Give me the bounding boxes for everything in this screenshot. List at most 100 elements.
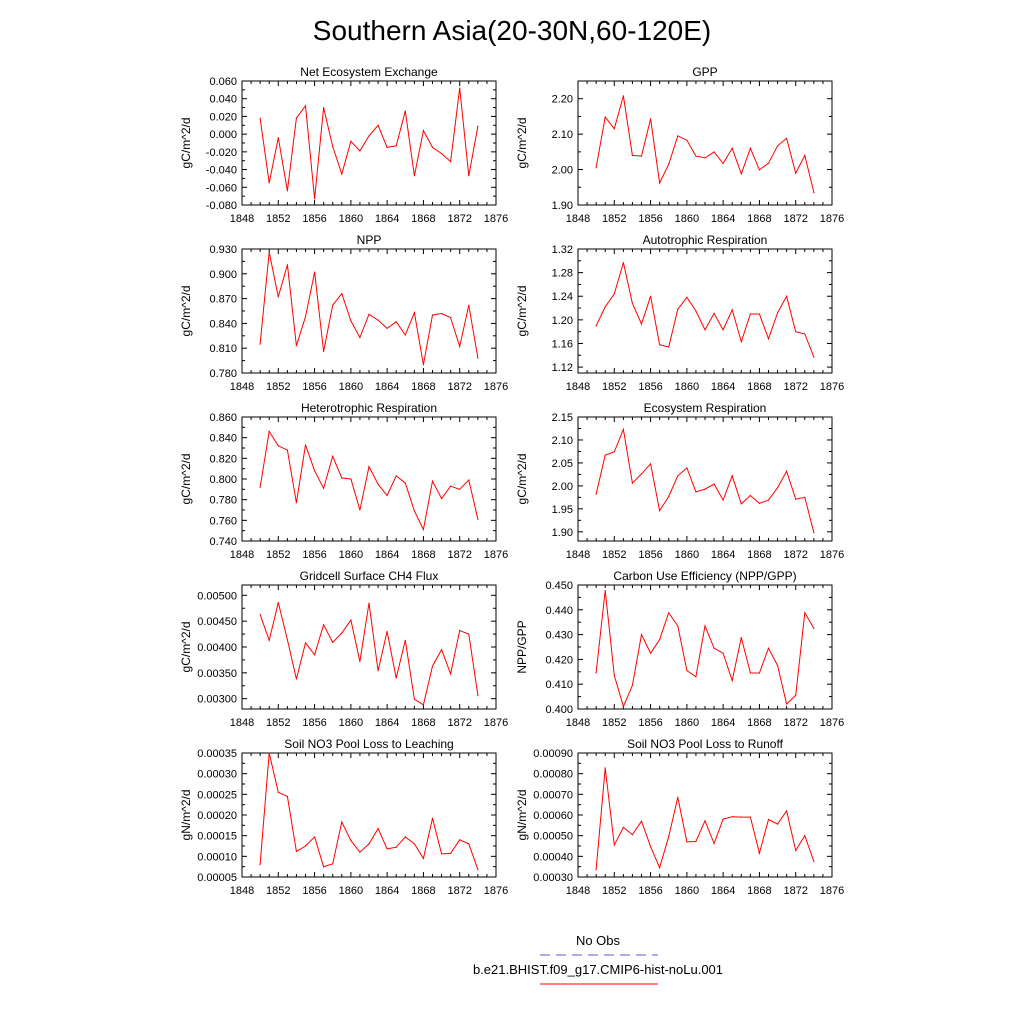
- data-point: [722, 162, 724, 165]
- data-point: [813, 532, 815, 534]
- panel-title: Soil NO3 Pool Loss to Leaching: [284, 737, 453, 751]
- y-tick-label: 0.780: [209, 495, 237, 507]
- y-axis-label: gC/m^2/d: [179, 118, 193, 169]
- data-point: [795, 331, 797, 333]
- data-point: [786, 137, 788, 139]
- data-point: [767, 818, 770, 821]
- data-point: [604, 589, 606, 592]
- x-tick-label: 1852: [266, 717, 290, 729]
- data-point: [604, 767, 606, 769]
- y-tick-label: 0.00090: [533, 748, 573, 760]
- data-point: [450, 161, 452, 163]
- data-point: [477, 695, 479, 697]
- y-tick-label: 1.28: [552, 268, 573, 280]
- data-point: [359, 851, 361, 853]
- y-tick-label: 0.400: [545, 704, 573, 716]
- panel-0: Net Ecosystem Exchange gC/m^2/d 1848 1852 18…: [179, 65, 508, 225]
- data-point: [341, 173, 343, 175]
- data-point: [749, 494, 752, 497]
- data-point: [323, 107, 325, 109]
- data-point: [777, 665, 779, 667]
- data-point: [740, 816, 742, 818]
- data-point: [650, 846, 652, 848]
- data-point: [713, 312, 715, 314]
- y-tick-label: 0.840: [209, 318, 237, 330]
- data-point: [268, 752, 270, 754]
- y-tick-label: 0.900: [209, 269, 237, 281]
- data-point: [441, 498, 443, 500]
- y-tick-label: 0.00050: [533, 831, 573, 843]
- x-tick-label: 1872: [783, 717, 807, 729]
- x-tick-label: 1872: [783, 885, 807, 897]
- data-point: [686, 467, 688, 469]
- data-point: [640, 634, 643, 636]
- data-point: [395, 846, 397, 848]
- data-point: [686, 296, 688, 298]
- x-tick-label: 1872: [783, 381, 807, 393]
- x-tick-label: 1848: [230, 213, 254, 225]
- data-point: [713, 647, 715, 649]
- x-tick-label: 1876: [484, 885, 508, 897]
- data-point: [395, 145, 397, 147]
- x-tick-label: 1876: [484, 549, 508, 561]
- data-point: [795, 172, 797, 174]
- y-tick-label: 1.16: [552, 338, 573, 350]
- data-point: [377, 124, 379, 126]
- x-tick-label: 1860: [339, 381, 363, 393]
- data-point: [804, 496, 806, 498]
- x-tick-label: 1852: [266, 885, 290, 897]
- data-point: [277, 602, 279, 604]
- data-point: [640, 323, 643, 325]
- x-tick-label: 1864: [711, 549, 735, 561]
- data-point: [304, 642, 307, 644]
- figure-title: Southern Asia(20-30N,60-120E): [313, 15, 711, 46]
- y-tick-label: 0.760: [209, 515, 237, 527]
- y-tick-label: 1.32: [552, 244, 573, 256]
- series-line: [595, 262, 815, 358]
- data-point: [622, 262, 625, 264]
- series-line: [595, 427, 815, 533]
- y-tick-label: 0.810: [209, 343, 237, 355]
- y-axis-label: gC/m^2/d: [179, 286, 193, 337]
- panel-title: GPP: [692, 65, 717, 79]
- data-point: [323, 350, 325, 353]
- y-tick-label: 0.00350: [197, 668, 237, 680]
- data-point: [431, 665, 434, 667]
- data-point: [731, 475, 733, 477]
- y-tick-label: 0.00015: [197, 831, 237, 843]
- data-point: [332, 145, 334, 148]
- data-point: [477, 357, 479, 359]
- x-tick-label: 1856: [302, 885, 326, 897]
- data-point: [731, 147, 733, 149]
- panel-title: Heterotrophic Respiration: [301, 401, 437, 415]
- y-tick-label: 0.430: [545, 630, 573, 642]
- y-tick-label: 0.00035: [197, 748, 237, 760]
- y-tick-label: 0.00080: [533, 769, 573, 781]
- series-line: [259, 430, 479, 532]
- data-point: [804, 612, 806, 614]
- panel-title: NPP: [357, 233, 382, 247]
- y-tick-label: 0.930: [209, 244, 237, 256]
- data-point: [286, 190, 288, 192]
- x-tick-label: 1860: [339, 885, 363, 897]
- data-point: [677, 475, 679, 477]
- y-tick-label: -0.040: [206, 165, 237, 177]
- y-tick-label: 2.10: [552, 435, 573, 447]
- y-tick-label: 2.20: [552, 94, 573, 106]
- data-point: [786, 703, 788, 705]
- data-point: [468, 479, 470, 481]
- data-point: [341, 293, 343, 295]
- y-axis-label: gC/m^2/d: [179, 454, 193, 505]
- data-point: [404, 639, 406, 641]
- data-point: [422, 130, 424, 132]
- data-point: [386, 630, 388, 633]
- data-point: [813, 356, 815, 358]
- plot-frame: [241, 248, 497, 374]
- x-tick-label: 1860: [675, 213, 699, 225]
- series-line: [595, 95, 815, 193]
- x-tick-label: 1848: [566, 549, 590, 561]
- x-tick-label: 1864: [711, 381, 735, 393]
- data-point: [749, 313, 752, 315]
- panel-title: Autotrophic Respiration: [643, 233, 768, 247]
